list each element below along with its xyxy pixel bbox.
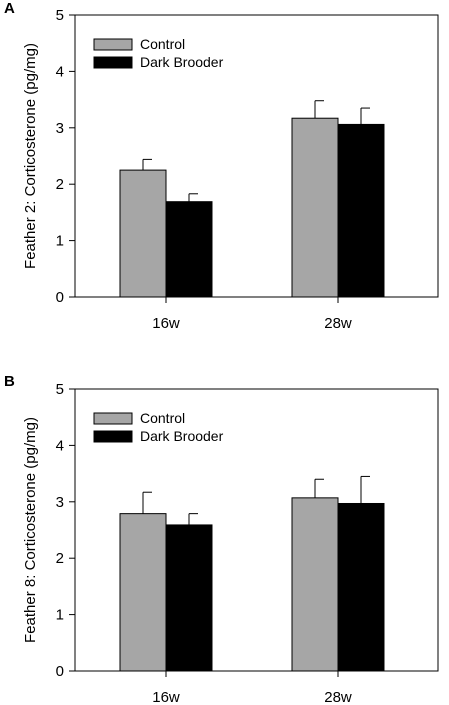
y-tick-label: 5	[56, 381, 64, 398]
bar-control-16w	[119, 513, 167, 672]
y-tick-label: 3	[56, 120, 64, 137]
bar-control-28w	[291, 497, 339, 672]
y-tick-label: 0	[56, 289, 64, 306]
legend-swatch-control	[93, 38, 133, 51]
legend-label: Dark Brooder	[140, 54, 224, 70]
y-axis-label: Feather 8: Corticosterone (pg/mg)	[22, 417, 39, 643]
legend-swatch-dark-brooder	[93, 430, 133, 443]
x-tick-label: 28w	[324, 689, 352, 705]
y-tick-label: 3	[56, 494, 64, 511]
legend-label: Control	[140, 410, 185, 426]
x-tick-label: 16w	[152, 315, 180, 332]
chart-panel-a: A 0 1 2 3 4 5 16w 28w Feather 2: Corticosterone (…	[4, 0, 439, 332]
bar-control-28w	[291, 117, 339, 298]
bar-control-16w	[119, 169, 167, 298]
plot-frame	[74, 388, 439, 672]
y-tick-label: 2	[56, 176, 64, 193]
y-axis-label: Feather 2: Corticosterone (pg/mg)	[22, 43, 39, 269]
panel-label: B	[4, 373, 15, 390]
bar-dark-brooder-16w	[165, 201, 213, 298]
legend-label: Control	[140, 36, 185, 52]
y-tick-label: 5	[56, 7, 64, 24]
legend: Control Dark Brooder	[93, 36, 224, 70]
panel-label: A	[4, 0, 15, 17]
bar-dark-brooder-28w	[337, 123, 385, 298]
plot-frame	[74, 14, 439, 298]
legend-swatch-dark-brooder	[93, 56, 133, 69]
bar-dark-brooder-16w	[165, 524, 213, 672]
legend-label: Dark Brooder	[140, 428, 224, 444]
legend-swatch-control	[93, 412, 133, 425]
y-tick-label: 0	[56, 663, 64, 680]
x-tick-label: 16w	[152, 689, 180, 705]
bar-dark-brooder-28w	[337, 502, 385, 672]
y-tick-label: 1	[56, 607, 64, 624]
y-tick-label: 1	[56, 233, 64, 250]
y-tick-label: 4	[56, 437, 64, 454]
y-tick-label: 4	[56, 63, 64, 80]
legend: Control Dark Brooder	[93, 410, 224, 444]
chart-panel-b: B 0 1 2 3 4 5 16w 28w Feather 8: Corticosterone (…	[4, 373, 439, 705]
x-tick-label: 28w	[324, 315, 352, 332]
y-tick-label: 2	[56, 550, 64, 567]
